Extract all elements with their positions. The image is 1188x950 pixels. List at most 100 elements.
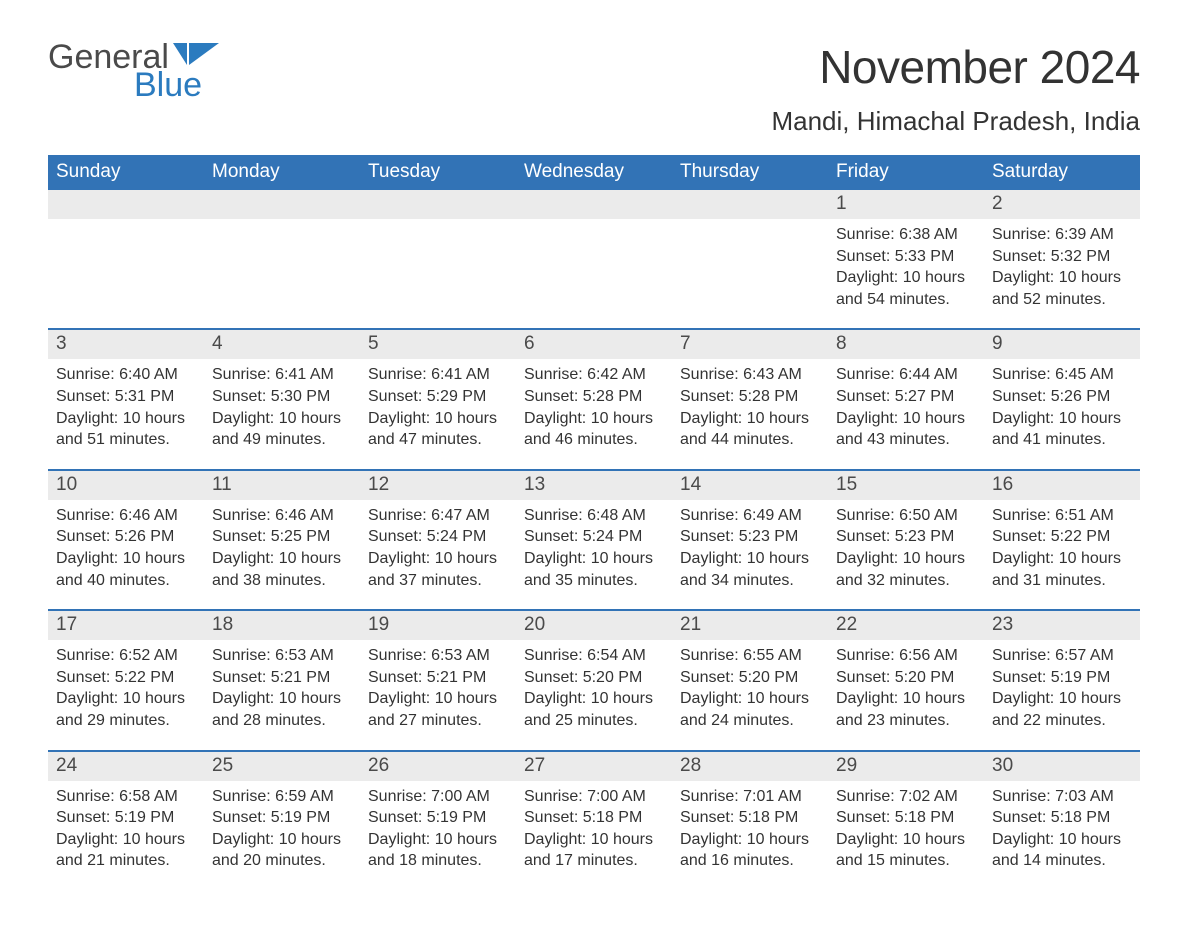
sunrise: Sunrise: 6:58 AM [56, 786, 196, 808]
calendar-day: 21Sunrise: 6:55 AMSunset: 5:20 PMDayligh… [672, 611, 828, 749]
sunset: Sunset: 5:19 PM [56, 807, 196, 829]
day-details: Sunrise: 6:40 AMSunset: 5:31 PMDaylight:… [48, 359, 204, 468]
day-details: Sunrise: 6:46 AMSunset: 5:25 PMDaylight:… [204, 500, 360, 609]
sunset: Sunset: 5:19 PM [992, 667, 1132, 689]
daylight: Daylight: 10 hours and 24 minutes. [680, 688, 820, 731]
sunrise: Sunrise: 6:50 AM [836, 505, 976, 527]
day-number: 18 [204, 611, 360, 640]
calendar-day: 27Sunrise: 7:00 AMSunset: 5:18 PMDayligh… [516, 752, 672, 890]
sunset: Sunset: 5:23 PM [836, 526, 976, 548]
calendar-day [48, 190, 204, 328]
day-details: Sunrise: 6:57 AMSunset: 5:19 PMDaylight:… [984, 640, 1140, 749]
day-number: 13 [516, 471, 672, 500]
calendar-day [672, 190, 828, 328]
sunset: Sunset: 5:26 PM [992, 386, 1132, 408]
day-details: Sunrise: 7:02 AMSunset: 5:18 PMDaylight:… [828, 781, 984, 890]
day-details: Sunrise: 6:54 AMSunset: 5:20 PMDaylight:… [516, 640, 672, 749]
day-number: 11 [204, 471, 360, 500]
logo: General Blue [48, 40, 221, 102]
calendar-day [360, 190, 516, 328]
sunset: Sunset: 5:19 PM [368, 807, 508, 829]
calendar-day: 30Sunrise: 7:03 AMSunset: 5:18 PMDayligh… [984, 752, 1140, 890]
calendar-week: 10Sunrise: 6:46 AMSunset: 5:26 PMDayligh… [48, 469, 1140, 609]
sunset: Sunset: 5:18 PM [992, 807, 1132, 829]
day-number: 12 [360, 471, 516, 500]
sunrise: Sunrise: 6:41 AM [212, 364, 352, 386]
sunrise: Sunrise: 7:00 AM [524, 786, 664, 808]
sunset: Sunset: 5:29 PM [368, 386, 508, 408]
calendar-day: 16Sunrise: 6:51 AMSunset: 5:22 PMDayligh… [984, 471, 1140, 609]
sunrise: Sunrise: 6:53 AM [368, 645, 508, 667]
day-details: Sunrise: 7:00 AMSunset: 5:18 PMDaylight:… [516, 781, 672, 890]
day-number: 24 [48, 752, 204, 781]
day-number: 23 [984, 611, 1140, 640]
sunset: Sunset: 5:27 PM [836, 386, 976, 408]
day-number: 29 [828, 752, 984, 781]
calendar-day: 6Sunrise: 6:42 AMSunset: 5:28 PMDaylight… [516, 330, 672, 468]
sunset: Sunset: 5:21 PM [212, 667, 352, 689]
day-details: Sunrise: 6:46 AMSunset: 5:26 PMDaylight:… [48, 500, 204, 609]
calendar-week: 3Sunrise: 6:40 AMSunset: 5:31 PMDaylight… [48, 328, 1140, 468]
daylight: Daylight: 10 hours and 37 minutes. [368, 548, 508, 591]
daylight: Daylight: 10 hours and 51 minutes. [56, 408, 196, 451]
calendar-day: 17Sunrise: 6:52 AMSunset: 5:22 PMDayligh… [48, 611, 204, 749]
day-number: 8 [828, 330, 984, 359]
daylight: Daylight: 10 hours and 25 minutes. [524, 688, 664, 731]
daylight: Daylight: 10 hours and 18 minutes. [368, 829, 508, 872]
daylight: Daylight: 10 hours and 22 minutes. [992, 688, 1132, 731]
sunset: Sunset: 5:18 PM [836, 807, 976, 829]
calendar-day: 22Sunrise: 6:56 AMSunset: 5:20 PMDayligh… [828, 611, 984, 749]
sunrise: Sunrise: 6:59 AM [212, 786, 352, 808]
day-number: 4 [204, 330, 360, 359]
sunrise: Sunrise: 6:57 AM [992, 645, 1132, 667]
day-number: 20 [516, 611, 672, 640]
daylight: Daylight: 10 hours and 21 minutes. [56, 829, 196, 872]
sunset: Sunset: 5:18 PM [680, 807, 820, 829]
daylight: Daylight: 10 hours and 38 minutes. [212, 548, 352, 591]
calendar-day: 8 Sunrise: 6:44 AMSunset: 5:27 PMDaylight… [828, 330, 984, 468]
calendar-day: 20Sunrise: 6:54 AMSunset: 5:20 PMDayligh… [516, 611, 672, 749]
day-details: Sunrise: 6:51 AMSunset: 5:22 PMDaylight:… [984, 500, 1140, 609]
sunset: Sunset: 5:18 PM [524, 807, 664, 829]
daylight: Daylight: 10 hours and 54 minutes. [836, 267, 976, 310]
day-number: 25 [204, 752, 360, 781]
day-details: Sunrise: 7:03 AMSunset: 5:18 PMDaylight:… [984, 781, 1140, 890]
calendar-day [516, 190, 672, 328]
calendar-day: 19Sunrise: 6:53 AMSunset: 5:21 PMDayligh… [360, 611, 516, 749]
weekday-label: Sunday [48, 155, 204, 190]
sunset: Sunset: 5:19 PM [212, 807, 352, 829]
sunset: Sunset: 5:24 PM [368, 526, 508, 548]
sunset: Sunset: 5:20 PM [680, 667, 820, 689]
daylight: Daylight: 10 hours and 49 minutes. [212, 408, 352, 451]
sunset: Sunset: 5:26 PM [56, 526, 196, 548]
day-details: Sunrise: 6:42 AMSunset: 5:28 PMDaylight:… [516, 359, 672, 468]
calendar-day: 7Sunrise: 6:43 AMSunset: 5:28 PMDaylight… [672, 330, 828, 468]
sunrise: Sunrise: 7:01 AM [680, 786, 820, 808]
calendar-day: 1Sunrise: 6:38 AMSunset: 5:33 PMDaylight… [828, 190, 984, 328]
daylight: Daylight: 10 hours and 34 minutes. [680, 548, 820, 591]
sunrise: Sunrise: 6:43 AM [680, 364, 820, 386]
daylight: Daylight: 10 hours and 35 minutes. [524, 548, 664, 591]
day-number: 2 [984, 190, 1140, 219]
sunset: Sunset: 5:32 PM [992, 246, 1132, 268]
day-details: Sunrise: 6:38 AMSunset: 5:33 PMDaylight:… [828, 219, 984, 328]
daylight: Daylight: 10 hours and 43 minutes. [836, 408, 976, 451]
daylight: Daylight: 10 hours and 47 minutes. [368, 408, 508, 451]
day-number: 6 [516, 330, 672, 359]
sunset: Sunset: 5:31 PM [56, 386, 196, 408]
day-details: Sunrise: 6:45 AMSunset: 5:26 PMDaylight:… [984, 359, 1140, 468]
sunrise: Sunrise: 6:47 AM [368, 505, 508, 527]
day-number: 27 [516, 752, 672, 781]
day-details: Sunrise: 7:01 AMSunset: 5:18 PMDaylight:… [672, 781, 828, 890]
day-number: 28 [672, 752, 828, 781]
sunrise: Sunrise: 6:44 AM [836, 364, 976, 386]
day-number: 5 [360, 330, 516, 359]
day-details: Sunrise: 6:49 AMSunset: 5:23 PMDaylight:… [672, 500, 828, 609]
location: Mandi, Himachal Pradesh, India [771, 106, 1140, 137]
day-details: Sunrise: 6:59 AMSunset: 5:19 PMDaylight:… [204, 781, 360, 890]
daylight: Daylight: 10 hours and 29 minutes. [56, 688, 196, 731]
calendar-day: 14Sunrise: 6:49 AMSunset: 5:23 PMDayligh… [672, 471, 828, 609]
daylight: Daylight: 10 hours and 14 minutes. [992, 829, 1132, 872]
day-number: 14 [672, 471, 828, 500]
sunrise: Sunrise: 6:46 AM [212, 505, 352, 527]
